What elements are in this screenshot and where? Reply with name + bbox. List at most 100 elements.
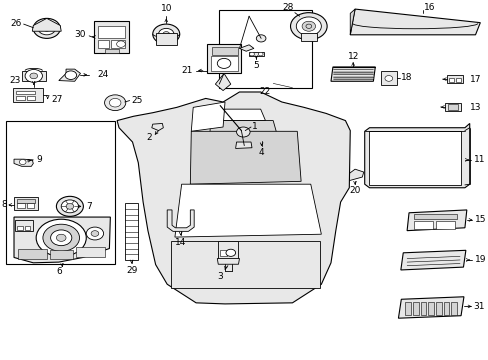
Bar [446,75,462,84]
Circle shape [86,227,103,240]
Text: 26: 26 [10,19,21,28]
Bar [413,214,456,219]
Bar [405,302,410,315]
Polygon shape [14,217,110,263]
Polygon shape [191,102,224,131]
Circle shape [290,13,326,40]
Bar [16,95,24,100]
Circle shape [25,69,42,82]
Polygon shape [348,169,363,181]
Bar [248,52,263,56]
Bar [104,49,119,53]
Circle shape [56,234,66,241]
Bar [219,10,311,89]
Text: 15: 15 [473,215,485,224]
Text: 14: 14 [175,238,186,247]
Bar [435,302,441,315]
Circle shape [56,196,83,216]
Circle shape [217,58,230,68]
Circle shape [104,95,125,111]
Circle shape [109,98,121,107]
Circle shape [296,17,321,36]
Polygon shape [400,250,465,270]
Text: 9: 9 [36,156,42,165]
Bar [218,241,238,258]
Text: 20: 20 [348,186,360,195]
Text: 5: 5 [253,60,259,69]
Polygon shape [167,210,194,231]
Circle shape [66,203,74,209]
Polygon shape [330,67,375,81]
Polygon shape [239,45,253,51]
Text: 3: 3 [217,272,223,281]
Bar [412,302,418,315]
Circle shape [236,127,249,137]
Circle shape [51,230,72,246]
Polygon shape [151,123,163,131]
Polygon shape [364,123,469,188]
Polygon shape [215,73,230,91]
Circle shape [258,52,263,56]
Circle shape [249,52,254,56]
Text: 23: 23 [10,76,21,85]
Polygon shape [217,258,239,264]
Bar [155,33,177,45]
Bar [210,56,237,71]
Circle shape [305,24,311,28]
Bar [427,302,433,315]
Polygon shape [117,92,349,304]
Polygon shape [221,109,265,121]
Text: 27: 27 [51,95,63,104]
Text: 2: 2 [146,132,151,141]
Bar [443,302,448,315]
Circle shape [163,32,169,37]
Polygon shape [407,210,466,231]
Bar [13,89,43,102]
Circle shape [30,73,38,79]
Polygon shape [175,184,321,237]
Circle shape [33,18,60,39]
Polygon shape [209,121,278,141]
Polygon shape [235,142,251,148]
Bar [98,40,109,48]
Bar [17,226,22,230]
Text: 10: 10 [160,4,172,13]
Text: 31: 31 [472,302,484,311]
Text: 28: 28 [282,3,293,12]
Text: 29: 29 [125,266,137,275]
Bar [206,44,241,73]
Circle shape [225,249,235,256]
Bar [124,203,138,260]
Bar [171,241,320,288]
Text: 12: 12 [347,51,358,60]
Bar [455,78,460,82]
Polygon shape [14,159,33,166]
Text: 30: 30 [75,30,86,39]
Bar [450,302,456,315]
Bar [26,95,35,100]
Text: 11: 11 [472,156,484,165]
Circle shape [152,24,180,44]
Text: 1: 1 [251,122,257,131]
Bar [368,131,460,185]
Bar [111,40,124,48]
Text: 7: 7 [86,202,92,211]
Bar [211,47,237,55]
Bar [76,247,104,257]
Bar [17,203,24,208]
Text: 21: 21 [181,66,192,75]
Polygon shape [349,9,354,35]
Bar [94,21,128,53]
Bar [380,71,396,85]
Polygon shape [190,131,301,184]
Text: 13: 13 [469,103,480,112]
Circle shape [36,219,86,256]
Circle shape [91,231,99,237]
Bar [26,203,34,208]
Text: 25: 25 [131,96,142,105]
Text: 24: 24 [98,70,109,79]
Polygon shape [32,18,61,31]
Circle shape [19,159,26,165]
Bar [16,91,35,94]
Polygon shape [21,71,46,81]
